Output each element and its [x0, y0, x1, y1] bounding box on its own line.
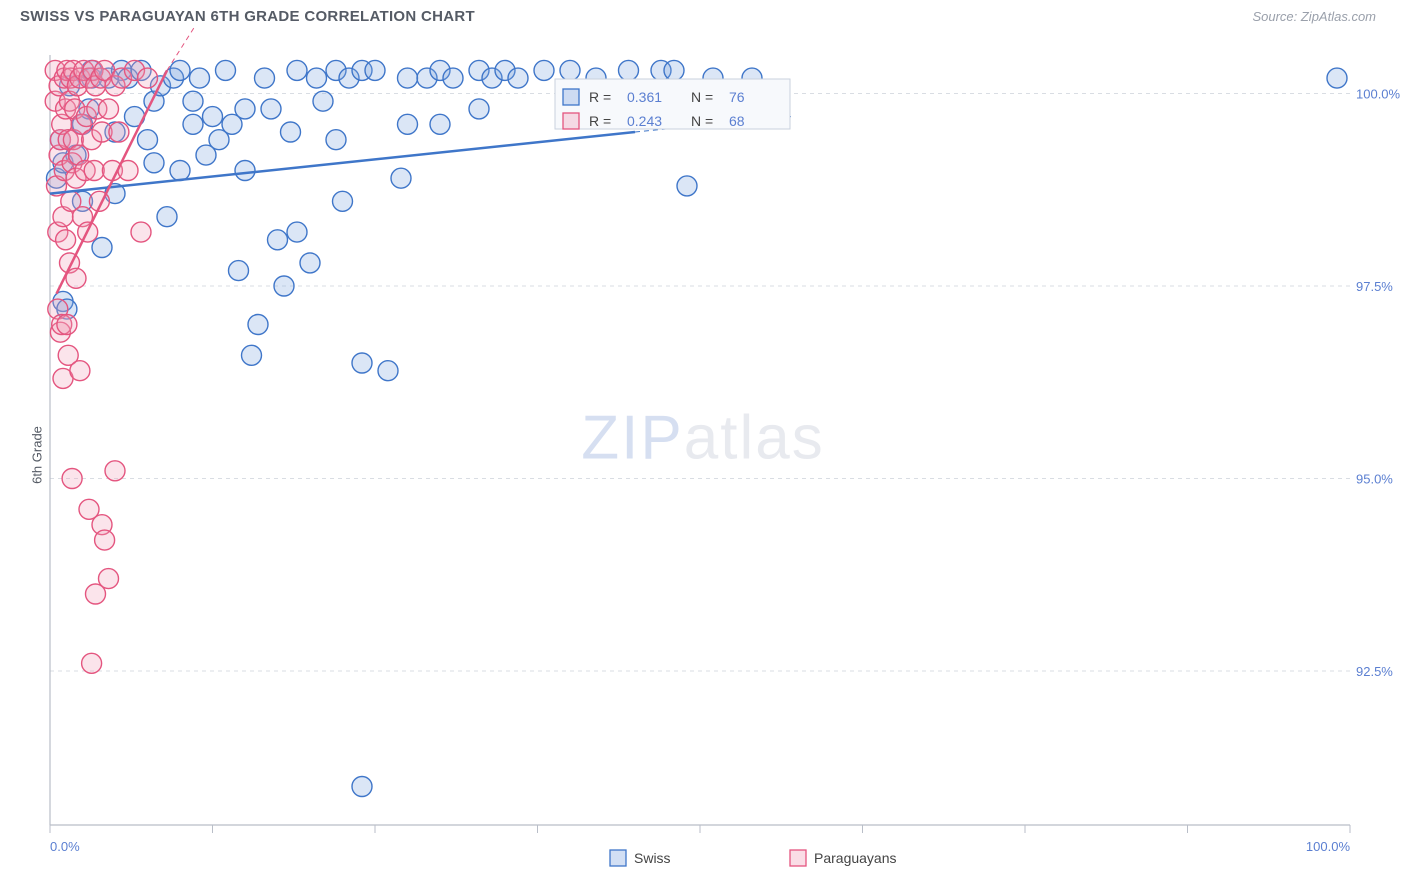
swiss-point — [287, 60, 307, 80]
swiss-point — [183, 114, 203, 134]
svg-text:R =: R = — [589, 89, 611, 105]
swiss-point — [398, 68, 418, 88]
swiss-point — [216, 60, 236, 80]
paraguayans-N: 68 — [729, 113, 745, 129]
swiss-point — [261, 99, 281, 119]
swiss-swatch — [563, 89, 579, 105]
swiss-point — [508, 68, 528, 88]
paraguayans-point — [138, 68, 158, 88]
swiss-point — [352, 777, 372, 797]
svg-text:N =: N = — [691, 113, 713, 129]
swiss-point — [138, 130, 158, 150]
paraguayans-point — [57, 315, 77, 335]
legend-swatch-paraguayans — [790, 850, 806, 866]
swiss-point — [281, 122, 301, 142]
swiss-point — [313, 91, 333, 111]
swiss-point — [235, 99, 255, 119]
paraguayans-point — [66, 268, 86, 288]
swiss-point — [183, 91, 203, 111]
y-tick-label: 95.0% — [1356, 472, 1393, 487]
paraguayans-point — [56, 230, 76, 250]
swiss-point — [300, 253, 320, 273]
swiss-point — [677, 176, 697, 196]
swiss-point — [274, 276, 294, 296]
paraguayans-point — [84, 161, 104, 181]
swiss-point — [92, 238, 112, 258]
swiss-point — [144, 153, 164, 173]
swiss-point — [190, 68, 210, 88]
swiss-point — [326, 130, 346, 150]
swiss-point — [255, 68, 275, 88]
swiss-point — [534, 60, 554, 80]
paraguayans-point — [82, 653, 102, 673]
swiss-point — [443, 68, 463, 88]
stats-box: R = 0.361 N = 76 R = 0.243 N = 68 — [555, 79, 790, 129]
swiss-point — [229, 261, 249, 281]
swiss-point — [365, 60, 385, 80]
legend: Swiss Paraguayans — [610, 850, 897, 866]
x-tick-label: 100.0% — [1306, 839, 1351, 854]
legend-swatch-swiss — [610, 850, 626, 866]
y-tick-label: 97.5% — [1356, 279, 1393, 294]
swiss-point — [398, 114, 418, 134]
swiss-point — [235, 161, 255, 181]
svg-text:N =: N = — [691, 89, 713, 105]
swiss-point — [268, 230, 288, 250]
swiss-point — [430, 114, 450, 134]
y-tick-label: 100.0% — [1356, 87, 1401, 102]
source-label: Source: ZipAtlas.com — [1252, 9, 1376, 24]
chart-title: SWISS VS PARAGUAYAN 6TH GRADE CORRELATIO… — [20, 8, 475, 25]
y-tick-label: 92.5% — [1356, 664, 1393, 679]
swiss-point — [170, 60, 190, 80]
swiss-point — [333, 191, 353, 211]
paraguayans-R: 0.243 — [627, 113, 662, 129]
swiss-point — [352, 353, 372, 373]
paraguayans-point — [109, 122, 129, 142]
swiss-point — [391, 168, 411, 188]
swiss-point — [203, 107, 223, 127]
swiss-point — [664, 60, 684, 80]
swiss-point — [619, 60, 639, 80]
paraguayans-point — [70, 361, 90, 381]
paraguayans-point — [105, 461, 125, 481]
paraguayans-point — [131, 222, 151, 242]
swiss-point — [378, 361, 398, 381]
svg-text:R =: R = — [589, 113, 611, 129]
paraguayans-point — [99, 99, 119, 119]
swiss-point — [170, 161, 190, 181]
swiss-point — [560, 60, 580, 80]
swiss-point — [242, 345, 262, 365]
x-tick-label: 0.0% — [50, 839, 80, 854]
swiss-N: 76 — [729, 89, 745, 105]
swiss-point — [248, 315, 268, 335]
scatter-chart: 92.5% 95.0% 97.5% 100.0% 0.0% 100.0% R = 0.361 N… — [0, 25, 1406, 885]
legend-label-swiss: Swiss — [634, 850, 671, 866]
legend-label-paraguayans: Paraguayans — [814, 850, 897, 866]
swiss-point — [1327, 68, 1347, 88]
paraguayans-point — [95, 530, 115, 550]
paraguayans-swatch — [563, 113, 579, 129]
swiss-point — [157, 207, 177, 227]
plot-area: 6th Grade ZIPatlas 92.5%95.0%97.5%100.0%… — [0, 25, 1406, 885]
swiss-point — [307, 68, 327, 88]
paraguayans-point — [99, 569, 119, 589]
swiss-point — [469, 99, 489, 119]
swiss-point — [287, 222, 307, 242]
swiss-R: 0.361 — [627, 89, 662, 105]
paraguayans-point — [62, 469, 82, 489]
